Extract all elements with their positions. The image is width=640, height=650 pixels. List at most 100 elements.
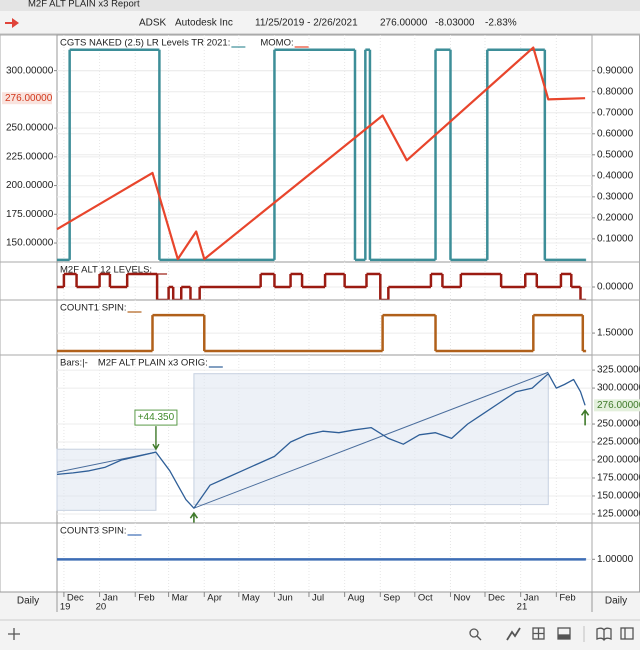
sidebar-button[interactable] — [620, 627, 634, 640]
time-tick-label: Sep — [383, 593, 400, 604]
time-tick-label: Aug — [348, 593, 365, 604]
y-tick-label: 150.00000 — [6, 238, 54, 249]
series-line — [56, 373, 586, 509]
y2-tick-label: 300.00000 — [597, 383, 640, 394]
series-line — [56, 46, 586, 261]
right-axis-area — [591, 354, 640, 524]
right-axis-area — [591, 299, 640, 356]
year-tick-label: 21 — [517, 602, 528, 613]
legend-label: MOMO: — [260, 38, 293, 49]
time-tick-label: Dec — [488, 593, 505, 604]
annotation-label: +44.350 — [138, 412, 175, 423]
y-tick-label: 300.00000 — [6, 65, 54, 76]
trend-region — [56, 448, 157, 511]
time-tick-label: Feb — [559, 593, 575, 604]
y-tick-label: 250.00000 — [6, 123, 54, 134]
symbol: ADSK — [139, 18, 167, 29]
year-tick-label: 19 — [60, 602, 71, 613]
trend-line — [193, 371, 549, 509]
time-tick-label: Jul — [312, 593, 324, 604]
y2-tick-label: 0.90000 — [597, 65, 634, 76]
time-tick-label: Jan — [103, 593, 118, 604]
y2-tick-label: 0.40000 — [597, 170, 634, 181]
y2-tick-label: 1.00000 — [597, 554, 634, 565]
right-axis-area — [591, 261, 640, 301]
zoom-button[interactable] — [469, 628, 479, 638]
last-value-label: 276.00000 — [597, 400, 640, 411]
date-range: 11/25/2019 - 2/26/2021 — [255, 18, 358, 29]
grid-button-lines — [533, 628, 544, 639]
annotation-arrow — [152, 426, 160, 451]
time-tick-label: Mar — [172, 593, 188, 604]
time-tick-label: Feb — [138, 593, 154, 604]
y2-tick-label: 175.00000 — [597, 473, 640, 484]
indicator-panel: 0.00000 M2F ALT 12 LEVELS: — [0, 261, 640, 302]
signal-arrow — [580, 408, 590, 426]
last-price: 276.00000 — [380, 18, 428, 29]
trend-region — [193, 373, 549, 506]
price-change-pct: -2.83% — [485, 18, 517, 29]
plot-area — [56, 299, 593, 356]
zoom-button-handle — [476, 635, 482, 641]
add-button[interactable] — [8, 628, 20, 640]
price-change: -8.03000 — [435, 18, 475, 29]
indicator-panel: 1.50000 COUNT1 SPIN: — [0, 299, 640, 356]
last-value-label: 276.00000 — [5, 93, 53, 104]
y2-tick-label: 150.00000 — [597, 491, 640, 502]
title-bar — [0, 0, 640, 11]
panel-button-fill — [558, 634, 570, 639]
time-tick-label: Jan — [524, 593, 539, 604]
y2-tick-label: 0.60000 — [597, 128, 634, 139]
annotation-box — [134, 409, 178, 426]
plot-area — [56, 34, 593, 263]
time-axis: Dec Jan Feb Mar Apr May Jun Jul Aug Sep Oct Nov Dec J… — [60, 592, 576, 613]
y2-tick-label: 0.30000 — [597, 191, 634, 202]
line-chart-button[interactable] — [506, 627, 521, 641]
window-title: M2F ALT PLAIN x3 Report — [28, 0, 140, 10]
y2-tick-label: 125.00000 — [597, 509, 640, 520]
back-arrow-icon[interactable] — [5, 18, 19, 28]
legend-prefix: Bars:|- — [60, 358, 88, 369]
left-axis-area — [0, 299, 58, 356]
legend-label: CGTS NAKED (2.5) LR Levels TR 2021: — [60, 38, 230, 49]
time-tick-label: May — [242, 593, 260, 604]
bottom-toolbar — [8, 626, 634, 642]
y-tick-label: 225.00000 — [6, 151, 54, 162]
time-tick-label: Nov — [453, 593, 470, 604]
book-button[interactable] — [596, 627, 612, 642]
time-tick-label: Apr — [207, 593, 222, 604]
time-axis-band — [0, 592, 640, 612]
time-tick-label: Dec — [67, 593, 84, 604]
left-axis-area — [0, 261, 58, 301]
indicator-panel: 150.00000 175.00000 200.00000 225.00000 250.… — [0, 34, 640, 263]
y2-tick-label: 0.50000 — [597, 149, 634, 160]
left-axis-area — [0, 354, 58, 524]
y2-tick-label: 0.70000 — [597, 107, 634, 118]
plot-area — [56, 522, 593, 593]
y2-tick-label: 200.00000 — [597, 455, 640, 466]
time-tick-label: Oct — [418, 593, 433, 604]
last-value-box — [594, 399, 640, 412]
y2-tick-label: 0.10000 — [597, 234, 634, 245]
panel-button[interactable] — [557, 627, 571, 640]
legend-label: COUNT1 SPIN: — [60, 303, 127, 314]
left-axis-area — [0, 34, 58, 263]
indicator-panel: 125.00000 150.00000 175.00000 200.00000 225.… — [0, 354, 640, 529]
y2-tick-label: 0.20000 — [597, 213, 634, 224]
y2-tick-label: 0.00000 — [597, 282, 634, 293]
indicator-panel: 1.00000 COUNT3 SPIN: — [0, 522, 640, 593]
y2-tick-label: 250.00000 — [597, 419, 640, 430]
period-label-right[interactable]: Daily — [605, 596, 627, 607]
legend-label: M2F ALT 12 LEVELS: — [60, 265, 152, 276]
y2-tick-label: 225.00000 — [597, 437, 640, 448]
legend-label: COUNT3 SPIN: — [60, 526, 127, 537]
left-axis-area — [0, 522, 58, 593]
y2-tick-label: 0.80000 — [597, 86, 634, 97]
last-value-box — [2, 92, 52, 105]
y2-tick-label: 325.00000 — [597, 365, 640, 376]
y-tick-label: 200.00000 — [6, 180, 54, 191]
panels: 150.00000 175.00000 200.00000 225.00000 250.… — [0, 34, 640, 593]
y2-tick-label: 1.50000 — [597, 328, 634, 339]
period-label-left[interactable]: Daily — [17, 596, 39, 607]
